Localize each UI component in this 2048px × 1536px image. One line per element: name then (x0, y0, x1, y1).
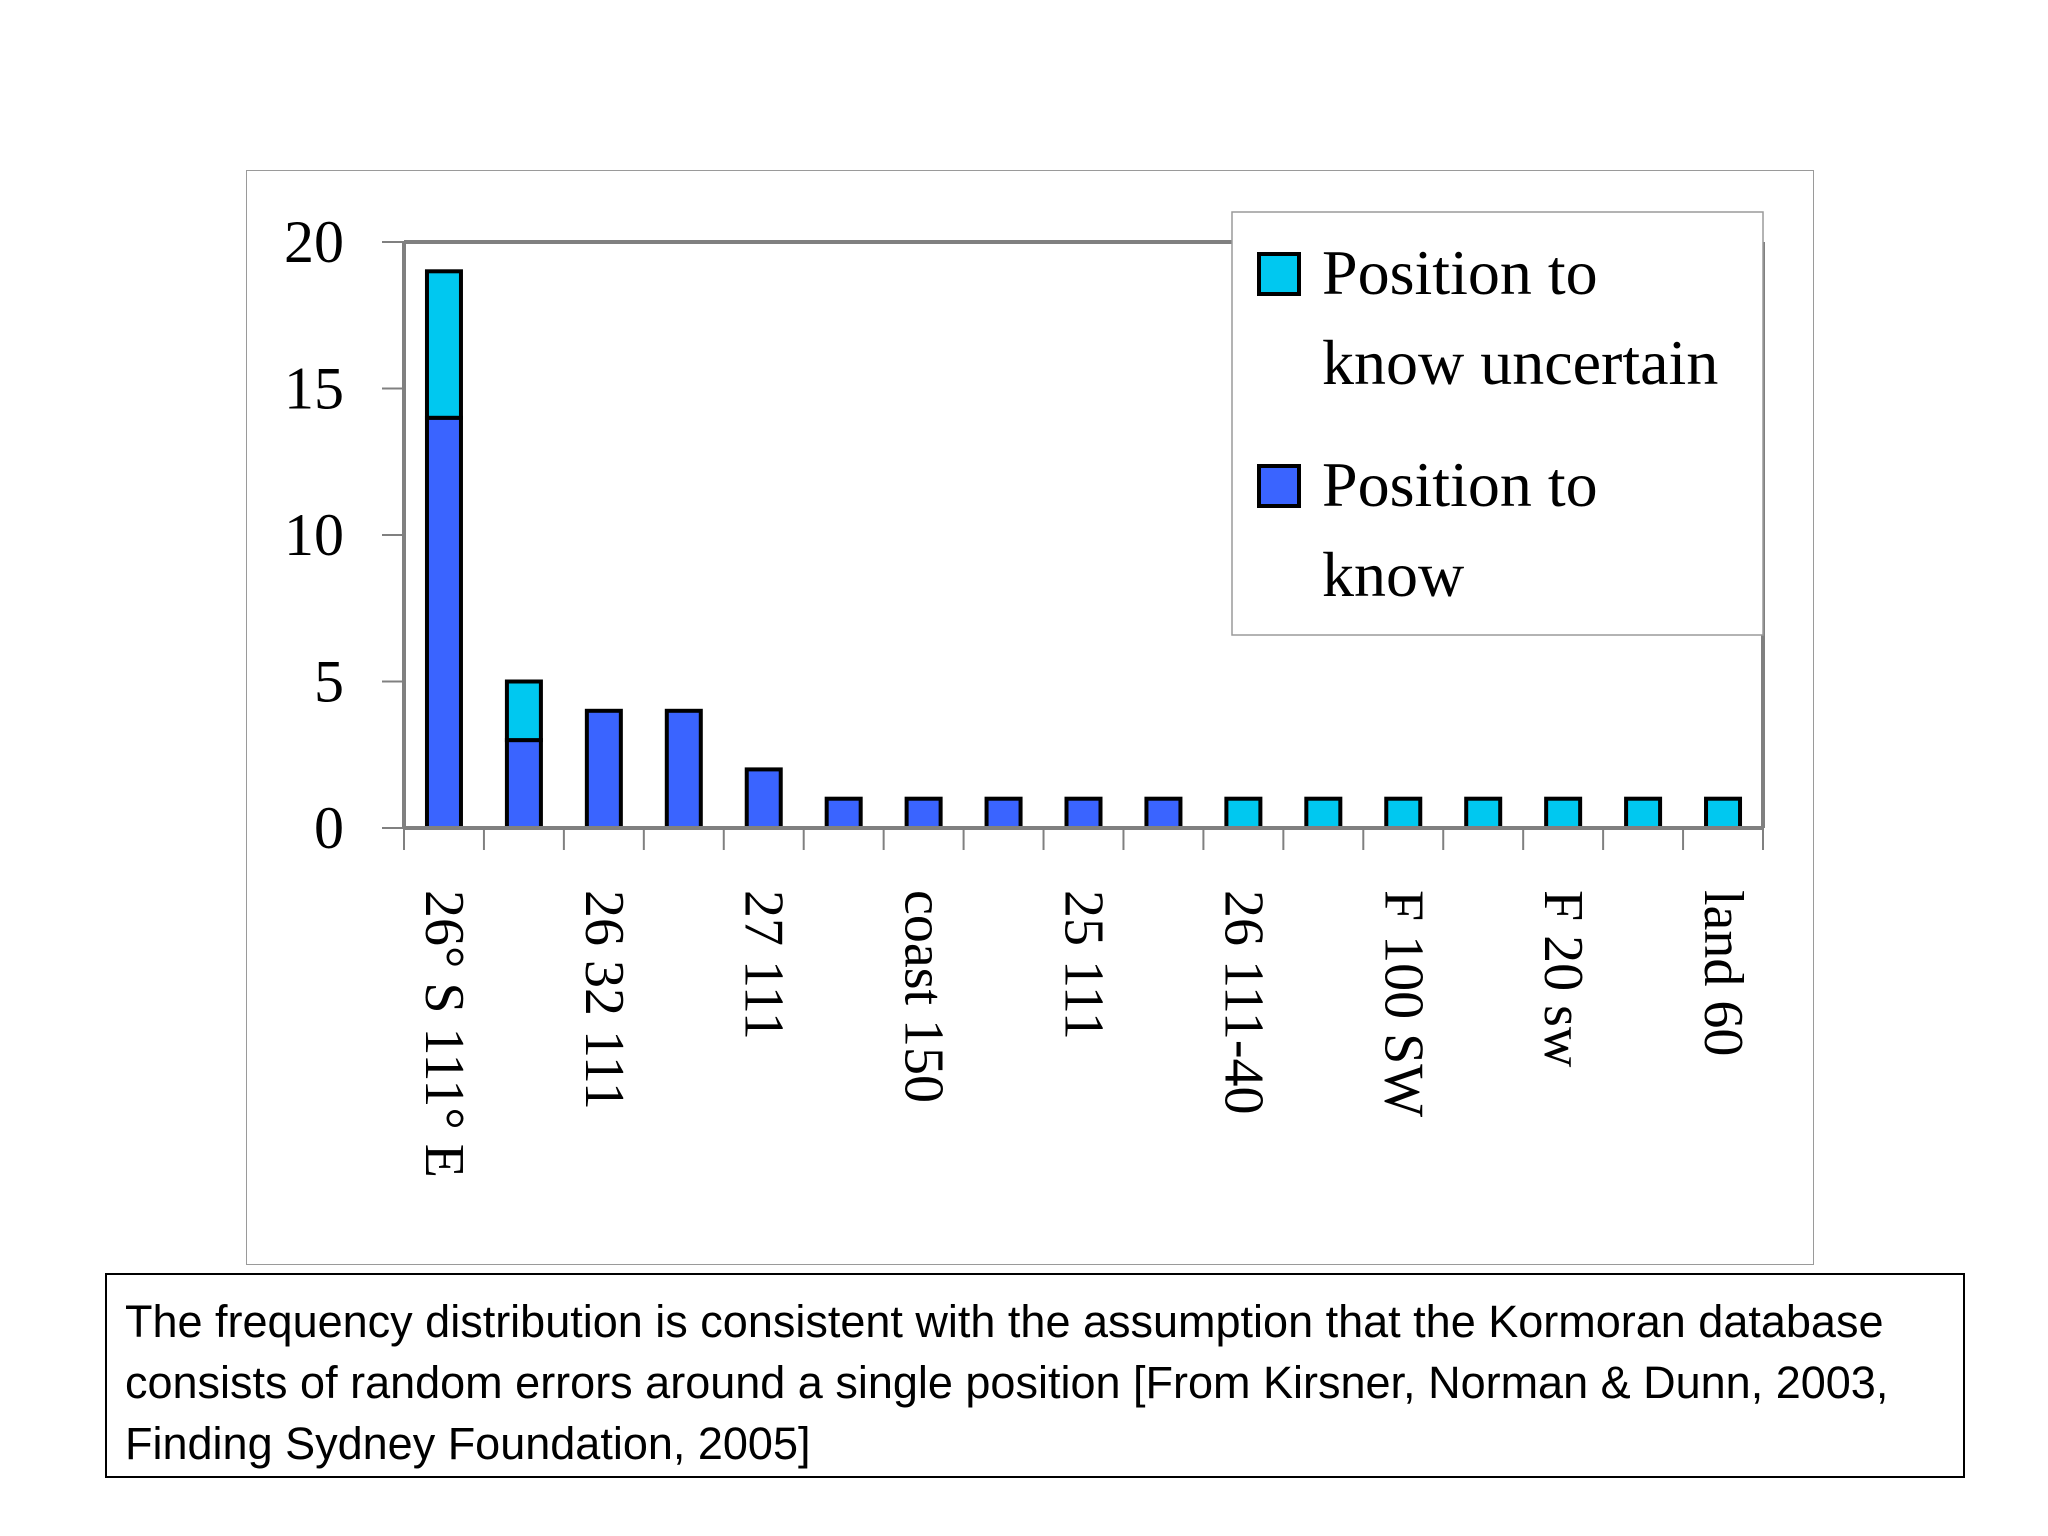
x-tick-label: land 60 (1692, 890, 1754, 1056)
bar-know-2 (584, 708, 623, 830)
bar-uncertain-14 (1544, 796, 1583, 831)
y-tick-label: 0 (314, 795, 344, 861)
bar-know-5 (824, 796, 863, 831)
bar-know-9 (1144, 796, 1183, 831)
legend-swatch (1257, 464, 1301, 508)
y-tick-label: 20 (284, 209, 344, 275)
bar-uncertain-10 (1224, 796, 1263, 831)
x-tick-label: F 100 SW (1372, 890, 1434, 1117)
bar-know-4 (744, 767, 783, 831)
x-tick-label: 26 32 111 (573, 890, 635, 1110)
bar-uncertain-15 (1624, 796, 1663, 831)
bar-uncertain-16 (1704, 796, 1743, 831)
legend-box (1231, 211, 1764, 636)
bar-know-1 (504, 738, 543, 830)
x-tick-label: coast 150 (893, 890, 955, 1103)
x-tick-label: F 20 sw (1532, 890, 1594, 1068)
bar-know-6 (904, 796, 943, 831)
caption-text: The frequency distribution is consistent… (125, 1296, 1889, 1469)
legend-label-line2: know uncertain (1322, 327, 1718, 398)
caption-box: The frequency distribution is consistent… (105, 1273, 1965, 1478)
x-tick-label: 25 111 (1053, 890, 1115, 1040)
legend-swatch (1257, 252, 1301, 296)
bars (424, 269, 1743, 831)
x-tick-label: 27 111 (733, 890, 795, 1040)
y-tick-label: 5 (314, 649, 344, 715)
bar-know-0 (424, 415, 463, 830)
legend-label-line1: Position to (1322, 449, 1598, 520)
y-tick-label: 15 (284, 356, 344, 422)
x-tick-label: 26 111-40 (1212, 890, 1274, 1115)
x-tick-label: 26° S 111° E (413, 890, 475, 1178)
legend: Position to know uncertain Position to know (1231, 211, 1764, 636)
bar-know-7 (984, 796, 1023, 831)
y-axis: 0 5 10 15 20 (284, 209, 406, 861)
bar-uncertain-12 (1384, 796, 1423, 831)
y-tick-label: 10 (284, 502, 344, 568)
bar-uncertain-13 (1464, 796, 1503, 831)
bar-know-8 (1064, 796, 1103, 831)
legend-label-line1: Position to (1322, 237, 1598, 308)
legend-label-line2: know (1322, 539, 1464, 610)
bar-uncertain-11 (1304, 796, 1343, 831)
bar-know-3 (664, 708, 703, 830)
bar-uncertain-1 (504, 679, 543, 743)
bar-uncertain-0 (424, 269, 463, 420)
x-axis: 26° S 111° E 26 32 111 27 111 coast 150 25 1… (403, 826, 1764, 1178)
